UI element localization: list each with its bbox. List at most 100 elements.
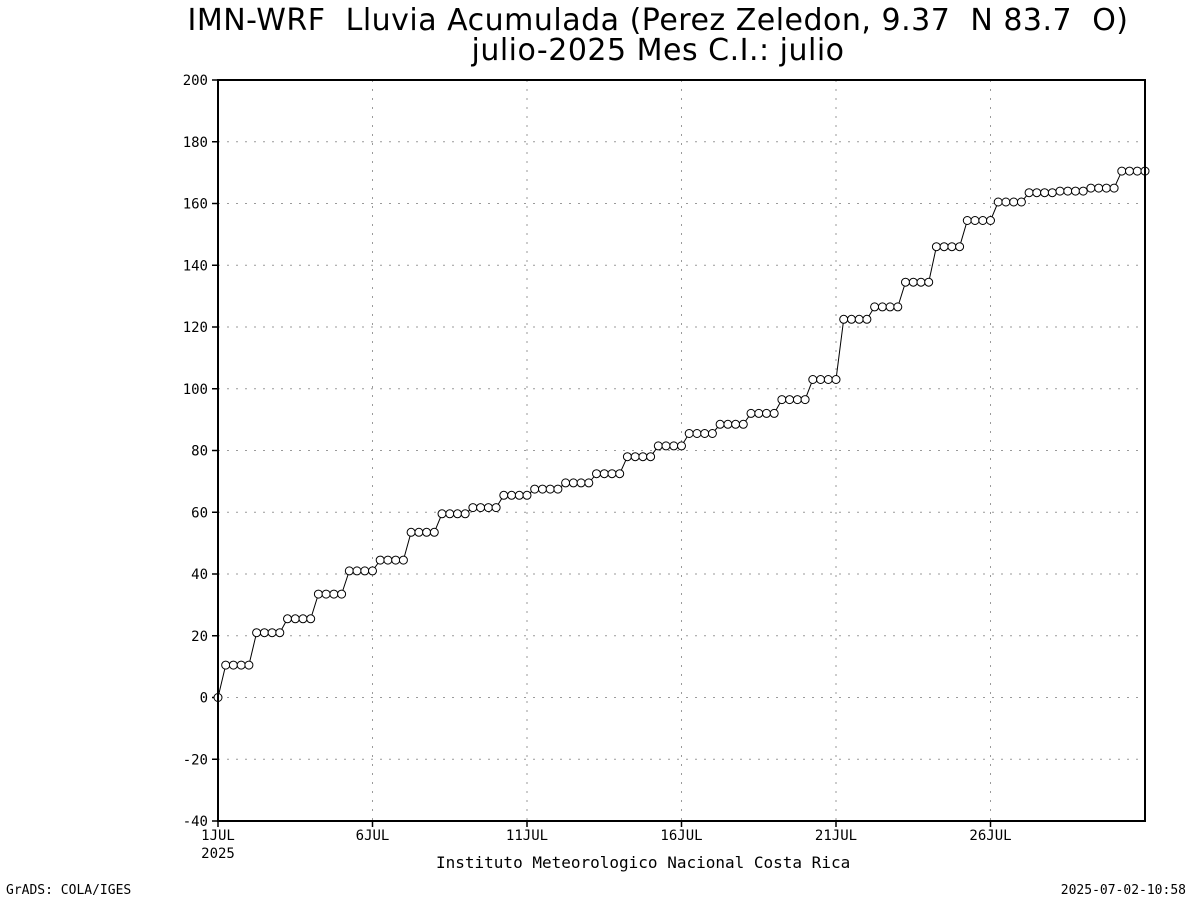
data-point (831, 375, 841, 384)
data-point (561, 478, 571, 488)
data-point (808, 375, 818, 384)
data-point (646, 452, 656, 462)
data-point (1101, 183, 1111, 193)
data-point (1024, 188, 1034, 198)
data-point (777, 395, 787, 405)
data-point (344, 566, 354, 576)
data-point (592, 469, 601, 479)
data-point (931, 242, 941, 252)
data-point (1086, 183, 1096, 193)
y-tick-label: 60 (191, 505, 208, 521)
data-point (630, 452, 640, 462)
data-point (298, 614, 308, 624)
data-point (1063, 186, 1073, 196)
data-point (313, 589, 323, 599)
chart-title: IMN-WRF Lluvia Acumulada (Perez Zeledon,… (187, 3, 1129, 38)
data-point (414, 527, 424, 537)
y-tick-label: 140 (183, 258, 208, 274)
data-point (568, 478, 578, 488)
data-point (955, 242, 965, 252)
data-point (329, 589, 339, 599)
data-point (1071, 186, 1080, 196)
y-tick-label: 100 (183, 382, 208, 398)
data-point (437, 509, 447, 519)
y-tick-label: 40 (191, 567, 208, 583)
generation-timestamp: 2025-07-02-10:58 (1060, 883, 1186, 898)
data-point (352, 566, 362, 576)
y-tick-label: 160 (183, 197, 208, 213)
data-point (769, 408, 779, 418)
data-point (677, 441, 686, 451)
data-point (522, 490, 532, 500)
data-point (1055, 186, 1065, 196)
data-point (507, 490, 517, 500)
data-point (321, 589, 331, 599)
data-point (993, 197, 1003, 207)
data-point (947, 242, 957, 252)
data-point (746, 408, 756, 418)
y-axis: -40 -20 0 20 40 60 80 100 120 140 160 180 200 (183, 73, 218, 830)
x-tick-label: 11JUL (506, 828, 548, 844)
grads-credit: GrADS: COLA/IGES (6, 883, 132, 898)
data-point (244, 660, 254, 670)
data-point (429, 527, 439, 537)
data-point (986, 216, 995, 225)
data-point (762, 408, 771, 418)
data-point (684, 429, 694, 438)
data-point (707, 429, 717, 438)
data-point (901, 277, 910, 287)
data-point (337, 589, 347, 599)
data-point (1047, 188, 1057, 198)
series-accumulated-rain (213, 166, 1150, 702)
data-point (236, 660, 246, 670)
data-point (476, 503, 486, 513)
x-tick-label: 21JUL (815, 828, 857, 844)
data-point (368, 566, 377, 576)
plot-frame (217, 79, 1146, 822)
data-point (1009, 197, 1019, 207)
chart-subtitle: julio-2025 Mes C.I.: julio (471, 33, 845, 68)
data-point (275, 628, 285, 638)
x-axis-title: Instituto Meteorologico Nacional Costa R… (436, 853, 851, 872)
data-point (545, 484, 555, 494)
data-point (499, 490, 509, 500)
data-point (1125, 166, 1134, 176)
data-point (584, 478, 594, 488)
data-point (259, 628, 269, 638)
data-point (700, 429, 710, 438)
data-point (924, 277, 934, 287)
y-tick-label: 0 (200, 691, 208, 707)
y-tick-label: 200 (183, 73, 208, 89)
data-point (538, 484, 547, 494)
data-point (839, 314, 849, 324)
y-tick-label: 120 (183, 320, 208, 336)
data-point (1032, 188, 1042, 198)
data-point (491, 503, 501, 513)
data-point (391, 555, 401, 565)
y-tick-label: 20 (191, 629, 208, 645)
y-tick-label: 180 (183, 135, 208, 151)
data-point (221, 660, 231, 670)
data-point (715, 419, 725, 429)
series-line (217, 170, 1145, 698)
y-tick-label: 80 (191, 444, 208, 460)
data-point (468, 503, 478, 513)
data-point (360, 566, 370, 576)
data-point (754, 408, 764, 418)
x-tick-sublabel: 2025 (201, 846, 235, 862)
x-tick-label: 1JUL (201, 828, 235, 844)
data-point (1040, 188, 1050, 198)
data-point (1109, 183, 1119, 193)
data-point (1001, 197, 1011, 207)
data-point (785, 395, 795, 405)
data-point (228, 660, 238, 670)
data-point (422, 527, 432, 537)
data-point (1016, 197, 1026, 207)
data-point (252, 628, 262, 638)
data-point (792, 395, 802, 405)
data-point (607, 469, 617, 479)
data-point (1117, 166, 1127, 176)
data-point (738, 419, 748, 429)
data-point (823, 375, 833, 384)
